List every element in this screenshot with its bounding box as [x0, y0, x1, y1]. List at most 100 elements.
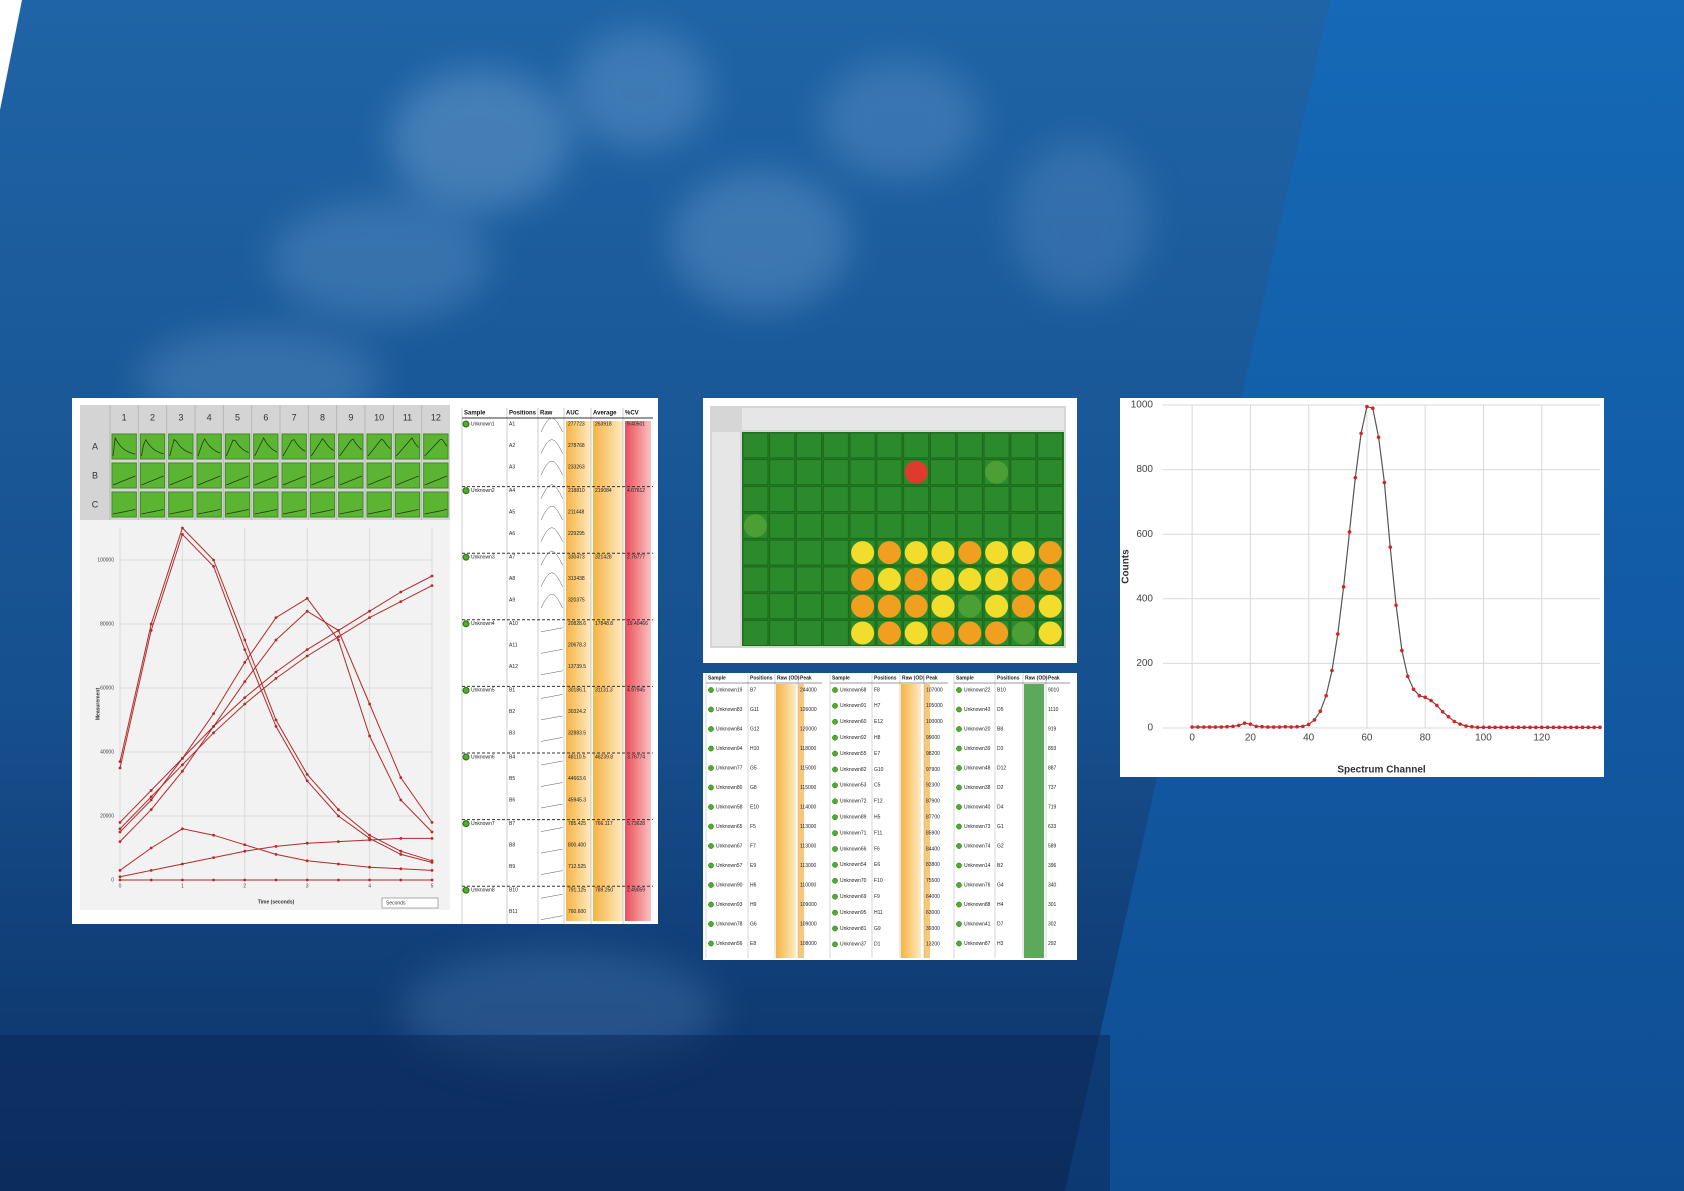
column-header: Positions [874, 675, 897, 681]
mini-curve [396, 437, 419, 457]
peak-value: 113000 [800, 824, 817, 830]
status-dot [832, 909, 838, 916]
well-cell [823, 593, 849, 619]
well [958, 621, 982, 645]
status-dot [708, 901, 714, 908]
well [985, 594, 1009, 618]
peak-value: 893 [1048, 746, 1057, 752]
raw-column [1024, 684, 1044, 958]
position: G5 [750, 765, 757, 771]
corner-stripe [0, 0, 22, 110]
x-tick-label: 80 [1420, 733, 1432, 744]
raw-column [776, 684, 796, 958]
data-point [212, 878, 216, 882]
mini-curve [225, 439, 249, 457]
average-value: 766.117 [595, 821, 613, 827]
well-cell [849, 513, 876, 539]
sample-name: Unknown66 [840, 846, 867, 852]
position: H11 [874, 910, 883, 916]
mini-curve [141, 475, 164, 486]
well-cell [423, 491, 449, 518]
data-point [1283, 724, 1288, 729]
column-header: Peak [1048, 675, 1060, 681]
well [985, 621, 1009, 645]
average-value: 789.250 [595, 888, 613, 894]
position: A5 [509, 509, 515, 515]
data-point [1219, 725, 1224, 729]
status-dot [956, 843, 962, 849]
well-cell [742, 539, 769, 566]
y-tick-label: 600 [1136, 529, 1153, 540]
column-header: Raw [540, 411, 553, 417]
y-tick-label: 100000 [97, 557, 114, 563]
auc-value: 20678.3 [568, 643, 586, 649]
status-dot [708, 862, 714, 869]
position: E8 [750, 941, 756, 947]
well-cell [796, 593, 822, 619]
position: B9 [509, 864, 515, 870]
well-cell [796, 459, 822, 485]
data-point [1359, 431, 1363, 436]
data-point [1586, 725, 1591, 730]
data-point [181, 763, 184, 767]
status-dot [832, 750, 838, 757]
data-point [1534, 725, 1538, 730]
data-point [337, 638, 340, 642]
auc-value: 13739.5 [568, 664, 586, 670]
position: F5 [750, 824, 756, 830]
status-dot [832, 766, 838, 773]
sample-name: Unknown80 [716, 785, 743, 791]
column-label: 4 [207, 412, 212, 422]
well-cell [876, 486, 903, 512]
column-label: 5 [235, 412, 240, 422]
data-point [243, 702, 247, 706]
peak-value: 64000 [926, 894, 940, 900]
dropdown-label[interactable]: Seconds [386, 900, 406, 906]
auc-value: 233263 [568, 464, 585, 470]
spectrum-panel [1120, 398, 1604, 777]
well-cell [309, 491, 336, 518]
column-shading [566, 421, 591, 921]
well-cell [930, 459, 956, 485]
position: F6 [874, 846, 880, 852]
row-label: B [92, 470, 98, 480]
sample-name: Unknown56 [716, 941, 743, 947]
data-point [337, 814, 340, 818]
cv-value: 4.07612 [627, 488, 645, 494]
peak-value: 108000 [800, 941, 817, 947]
dropdown[interactable] [381, 897, 439, 909]
mini-curve [282, 475, 306, 486]
raw-sparkline [540, 915, 563, 920]
status-dot [708, 706, 714, 713]
auc-value: 785.425 [568, 821, 586, 827]
sample-name: Unknown41 [964, 921, 991, 927]
y-tick-label: 400 [1136, 593, 1153, 604]
cv-value: 5.73628 [627, 821, 645, 827]
data-point [1190, 725, 1194, 729]
data-point [430, 821, 434, 824]
y-tick-label: 0 [111, 877, 114, 883]
data-point [181, 862, 184, 866]
sample-name: Unknown58 [716, 804, 743, 810]
position: H7 [874, 703, 881, 709]
peak-value: 13200 [926, 942, 940, 948]
well-cell [309, 433, 336, 460]
peak-value: 109000 [800, 902, 817, 908]
position: B7 [509, 821, 515, 827]
sample-name: Unknown7 [471, 821, 495, 827]
position: F8 [874, 687, 880, 693]
auc-value: 277723 [568, 421, 585, 427]
y-axis-label: Counts [1121, 549, 1132, 584]
status-dot [956, 901, 962, 908]
mini-curve [112, 475, 136, 486]
status-dot [462, 553, 470, 561]
well-cell [253, 491, 279, 518]
y-tick-label: 1000 [1131, 400, 1154, 411]
data-point [305, 859, 309, 863]
peak-value: 719 [1048, 804, 1057, 810]
well-cell [769, 459, 795, 485]
data-point [118, 830, 122, 834]
auc-value: 20828.6 [568, 621, 586, 627]
column-header: Sample [708, 675, 726, 681]
column-header: Raw (OD) [902, 675, 925, 681]
